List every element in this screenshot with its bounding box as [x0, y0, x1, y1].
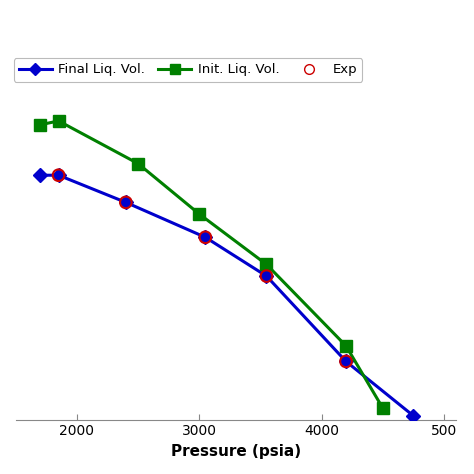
X-axis label: Pressure (psia): Pressure (psia)	[171, 444, 301, 459]
Point	[122, 199, 129, 206]
Point	[263, 272, 270, 280]
Point	[55, 172, 63, 179]
Point	[201, 234, 209, 241]
Legend: Final Liq. Vol., Init. Liq. Vol., Exp: Final Liq. Vol., Init. Liq. Vol., Exp	[14, 58, 362, 82]
Point	[342, 357, 350, 365]
